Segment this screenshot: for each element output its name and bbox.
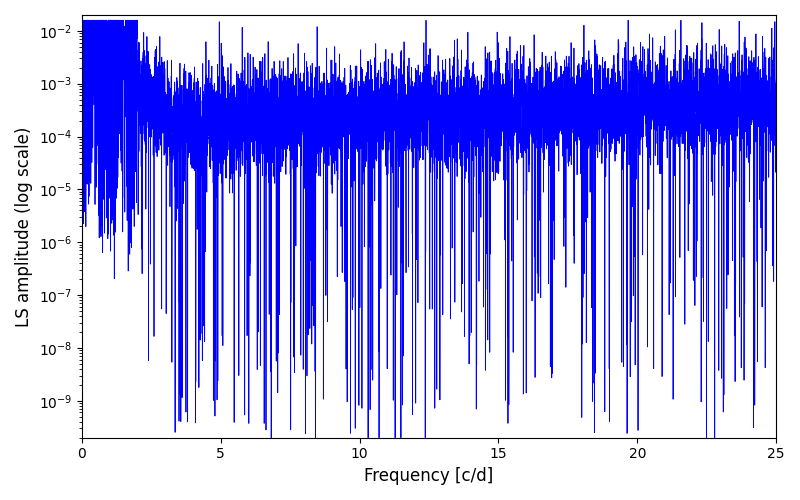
X-axis label: Frequency [c/d]: Frequency [c/d]: [364, 467, 494, 485]
Y-axis label: LS amplitude (log scale): LS amplitude (log scale): [15, 126, 33, 326]
